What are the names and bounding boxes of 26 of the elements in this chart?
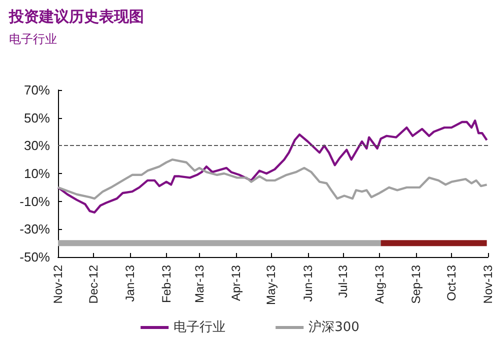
x-tick-label: Jan-13 [122,264,137,302]
x-tick-label: May-13 [264,264,278,306]
x-tick-label: Feb-13 [159,264,174,304]
chart-subtitle: 电子行业 [9,32,57,46]
x-tick-label: Jun-13 [300,264,315,302]
x-tick-label: Oct-13 [444,264,458,302]
x-tick-label: Sep-13 [409,264,424,304]
y-tick-label: -30% [20,222,50,237]
legend-label: 沪深300 [308,319,360,335]
x-tick-label: Mar-13 [192,264,206,304]
y-tick-label: 10% [24,166,50,181]
x-tick-label: Dec-12 [86,264,100,304]
y-tick-label: -10% [20,194,50,209]
x-tick-label: Aug-13 [372,264,387,304]
y-tick-label: 50% [24,110,50,126]
y-tick-label: 70% [24,82,50,98]
y-tick-label: 30% [24,138,50,154]
x-tick-label: Apr-13 [228,264,243,302]
y-tick-label: -50% [20,250,50,264]
x-tick-label: Jul-13 [336,264,350,298]
line-series [56,120,488,214]
x-tick-label: Nov-12 [51,264,65,304]
x-tick-label: Nov-13 [481,264,495,304]
legend-label: 电子行业 [174,320,226,335]
chart-title: 投资建议历史表现图 [8,8,144,26]
line-series [56,158,488,200]
